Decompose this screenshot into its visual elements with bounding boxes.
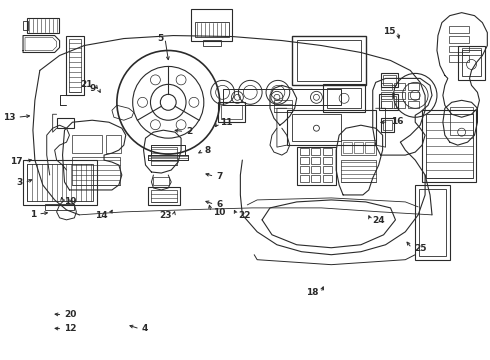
Bar bbox=[220, 105, 243, 119]
Bar bbox=[408, 92, 419, 99]
Bar bbox=[449, 55, 468, 62]
Text: 11: 11 bbox=[220, 118, 233, 127]
Bar bbox=[312, 166, 320, 173]
Bar bbox=[341, 160, 376, 182]
Text: 9: 9 bbox=[90, 84, 96, 93]
Text: 25: 25 bbox=[414, 244, 426, 253]
Text: 16: 16 bbox=[391, 117, 403, 126]
Bar bbox=[381, 92, 392, 99]
Text: 8: 8 bbox=[205, 146, 211, 155]
Bar bbox=[422, 110, 476, 182]
Bar bbox=[73, 157, 120, 185]
Bar bbox=[341, 140, 376, 155]
Bar bbox=[300, 166, 309, 173]
Bar bbox=[148, 187, 180, 205]
Bar bbox=[323, 148, 332, 155]
Bar bbox=[191, 9, 232, 41]
Bar bbox=[383, 120, 392, 130]
Bar bbox=[292, 36, 366, 85]
Bar bbox=[312, 175, 320, 182]
Text: 15: 15 bbox=[383, 27, 395, 36]
Bar bbox=[449, 45, 468, 53]
Text: 13: 13 bbox=[3, 113, 15, 122]
Bar bbox=[408, 101, 419, 108]
Bar bbox=[300, 148, 309, 155]
Bar bbox=[450, 107, 473, 135]
Bar bbox=[449, 26, 468, 32]
Bar bbox=[70, 39, 81, 92]
Bar bbox=[222, 89, 341, 105]
Bar bbox=[323, 84, 365, 112]
Bar bbox=[203, 40, 220, 45]
Bar bbox=[323, 166, 332, 173]
Bar bbox=[381, 84, 392, 90]
Bar bbox=[379, 94, 398, 110]
Text: 21: 21 bbox=[80, 81, 93, 90]
Bar bbox=[394, 101, 405, 108]
Bar bbox=[300, 157, 309, 164]
Bar bbox=[383, 75, 396, 85]
Bar bbox=[45, 204, 74, 210]
Bar bbox=[394, 84, 405, 90]
Bar bbox=[323, 175, 332, 182]
Text: 1: 1 bbox=[30, 210, 36, 219]
Bar bbox=[67, 36, 84, 95]
Bar bbox=[300, 175, 309, 182]
Bar bbox=[354, 142, 363, 153]
Bar bbox=[151, 147, 177, 165]
Bar bbox=[153, 177, 169, 185]
Text: 20: 20 bbox=[64, 310, 77, 319]
Bar bbox=[23, 21, 28, 30]
Bar bbox=[323, 157, 332, 164]
Bar bbox=[381, 73, 398, 87]
Text: 12: 12 bbox=[64, 324, 77, 333]
Bar bbox=[195, 22, 228, 37]
Bar bbox=[394, 92, 405, 99]
Text: 23: 23 bbox=[159, 211, 171, 220]
Text: 6: 6 bbox=[217, 200, 222, 209]
Bar bbox=[327, 88, 361, 108]
Bar bbox=[296, 40, 361, 81]
Bar bbox=[381, 96, 396, 108]
Text: 3: 3 bbox=[16, 178, 23, 187]
Text: 19: 19 bbox=[64, 197, 77, 206]
Bar bbox=[27, 164, 93, 201]
Bar bbox=[449, 36, 468, 42]
Bar bbox=[292, 114, 341, 141]
Bar bbox=[287, 110, 376, 145]
Bar bbox=[23, 160, 97, 205]
Bar bbox=[274, 100, 292, 112]
Bar bbox=[312, 157, 320, 164]
Bar bbox=[57, 118, 74, 128]
Bar bbox=[343, 142, 352, 153]
Text: 10: 10 bbox=[213, 208, 225, 217]
Text: 22: 22 bbox=[239, 211, 251, 220]
Bar bbox=[419, 189, 446, 256]
Text: 24: 24 bbox=[373, 216, 385, 225]
Text: 18: 18 bbox=[306, 288, 319, 297]
Bar bbox=[408, 84, 419, 90]
Bar bbox=[426, 114, 472, 178]
Bar bbox=[365, 142, 374, 153]
Bar bbox=[218, 102, 245, 122]
Text: 5: 5 bbox=[157, 34, 163, 43]
Text: 17: 17 bbox=[10, 157, 23, 166]
Bar bbox=[415, 185, 450, 260]
Text: 2: 2 bbox=[186, 127, 193, 136]
Bar bbox=[458, 45, 486, 80]
Bar bbox=[106, 135, 121, 153]
Bar bbox=[381, 101, 392, 108]
Bar bbox=[73, 135, 102, 153]
Bar bbox=[312, 148, 320, 155]
Text: 4: 4 bbox=[142, 324, 148, 333]
Bar bbox=[462, 48, 481, 55]
Bar bbox=[381, 118, 394, 132]
Bar bbox=[27, 18, 59, 32]
Bar bbox=[296, 147, 336, 185]
Text: 7: 7 bbox=[217, 172, 223, 181]
Bar bbox=[151, 190, 177, 202]
Bar bbox=[462, 50, 481, 76]
Text: 14: 14 bbox=[95, 211, 107, 220]
